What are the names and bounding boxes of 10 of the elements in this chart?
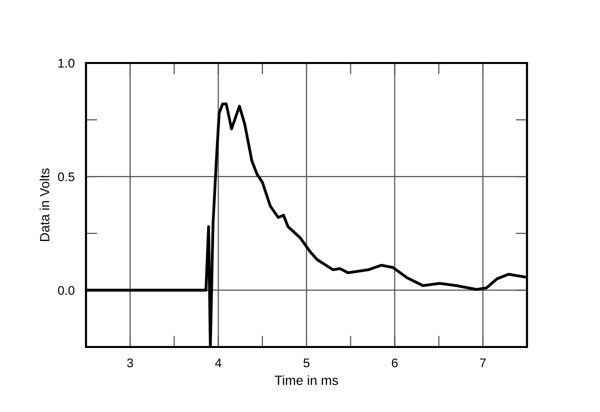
- y-tick-label: 0.5: [58, 172, 74, 182]
- y-tick-label: 1.0: [58, 58, 74, 68]
- x-tick-label: 7: [480, 358, 486, 368]
- y-tick-label: 0.0: [58, 286, 74, 295]
- y-axis-title: Data in Volts: [40, 168, 50, 241]
- x-tick-label: 5: [304, 358, 310, 368]
- x-tick-label: 6: [392, 358, 398, 368]
- x-tick-label: 4: [215, 358, 222, 368]
- x-tick-label: 3: [127, 358, 134, 368]
- x-axis-title: Time in ms: [274, 375, 338, 386]
